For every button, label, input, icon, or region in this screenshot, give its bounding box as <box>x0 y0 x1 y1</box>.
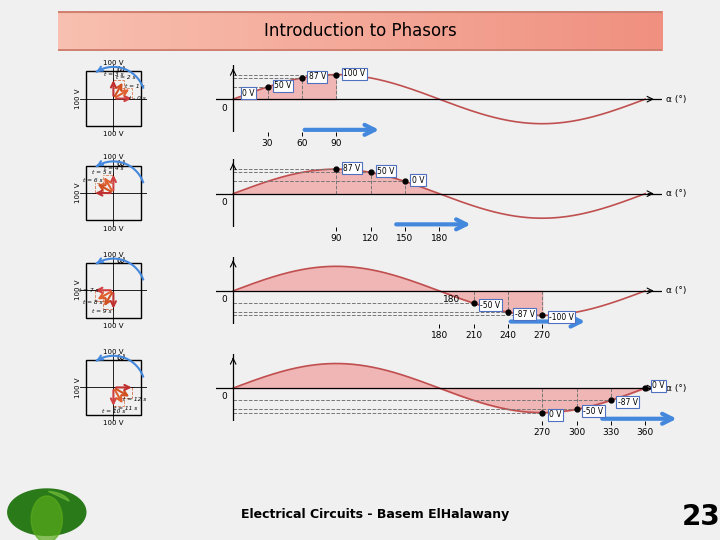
Text: ω: ω <box>117 158 125 168</box>
Text: α (°): α (°) <box>666 94 686 104</box>
Text: 0 V: 0 V <box>652 381 665 390</box>
Text: t = 2 s: t = 2 s <box>116 75 135 80</box>
Bar <box>86 360 141 415</box>
Text: 0: 0 <box>221 295 227 304</box>
Text: 100 V: 100 V <box>103 60 124 66</box>
Bar <box>86 166 141 220</box>
Polygon shape <box>8 489 86 535</box>
Text: 100 V: 100 V <box>75 89 81 109</box>
Text: -87 V: -87 V <box>515 309 535 319</box>
Text: 0: 0 <box>221 104 227 112</box>
Text: 87 V: 87 V <box>309 72 326 82</box>
Text: 87 V: 87 V <box>343 164 360 173</box>
Text: 100 V: 100 V <box>75 183 81 203</box>
Text: t = 12 s: t = 12 s <box>123 397 146 402</box>
Text: 100 V: 100 V <box>343 69 365 78</box>
Text: 0 V: 0 V <box>243 89 255 98</box>
Text: 0: 0 <box>221 393 227 401</box>
Polygon shape <box>48 491 69 501</box>
Text: ω: ω <box>117 64 125 73</box>
Text: -50 V: -50 V <box>480 301 500 309</box>
Text: -50 V: -50 V <box>583 407 603 416</box>
Text: α (°): α (°) <box>666 286 686 295</box>
Text: 100 V: 100 V <box>75 377 81 397</box>
Text: t = 1 s: t = 1 s <box>125 84 144 89</box>
Text: 0 V: 0 V <box>412 176 424 185</box>
Text: Electrical Circuits - Basem ElHalawany: Electrical Circuits - Basem ElHalawany <box>241 508 510 521</box>
Bar <box>86 71 141 126</box>
Text: t = 10 s: t = 10 s <box>102 409 125 414</box>
Text: t = 4 s: t = 4 s <box>104 166 123 171</box>
Text: 23: 23 <box>682 503 720 531</box>
Text: 100 V: 100 V <box>103 420 124 426</box>
Text: 100 V: 100 V <box>103 323 124 329</box>
Text: t = 11 s: t = 11 s <box>114 406 137 411</box>
Text: 100 V: 100 V <box>103 154 124 160</box>
Text: ω: ω <box>117 353 125 362</box>
Text: -100 V: -100 V <box>549 313 574 322</box>
Text: t = 3 s: t = 3 s <box>104 72 123 77</box>
Text: -87 V: -87 V <box>618 398 638 407</box>
Text: 100 V: 100 V <box>103 252 124 258</box>
Text: ω: ω <box>117 255 125 265</box>
Text: 0: 0 <box>221 198 227 207</box>
Text: 100 V: 100 V <box>75 280 81 300</box>
Text: 50 V: 50 V <box>377 167 395 176</box>
Text: t = 5 s: t = 5 s <box>91 170 111 174</box>
Text: t = 6 s: t = 6 s <box>83 178 102 184</box>
Text: t = 7 s: t = 7 s <box>79 288 99 293</box>
Text: 100 V: 100 V <box>103 349 124 355</box>
Text: t - 0 s: t - 0 s <box>130 96 146 101</box>
Text: 0 V: 0 V <box>549 410 562 419</box>
Text: 180: 180 <box>443 295 460 304</box>
Text: 100 V: 100 V <box>103 131 124 137</box>
Polygon shape <box>31 496 63 540</box>
Text: 100 V: 100 V <box>103 226 124 232</box>
Text: α (°): α (°) <box>666 383 686 393</box>
Text: t = 8 s: t = 8 s <box>83 300 102 305</box>
Text: 50 V: 50 V <box>274 82 292 90</box>
Text: α (°): α (°) <box>666 189 686 198</box>
Text: Introduction to Phasors: Introduction to Phasors <box>264 22 456 40</box>
Text: t = 9 s: t = 9 s <box>91 309 111 314</box>
Bar <box>86 263 141 318</box>
